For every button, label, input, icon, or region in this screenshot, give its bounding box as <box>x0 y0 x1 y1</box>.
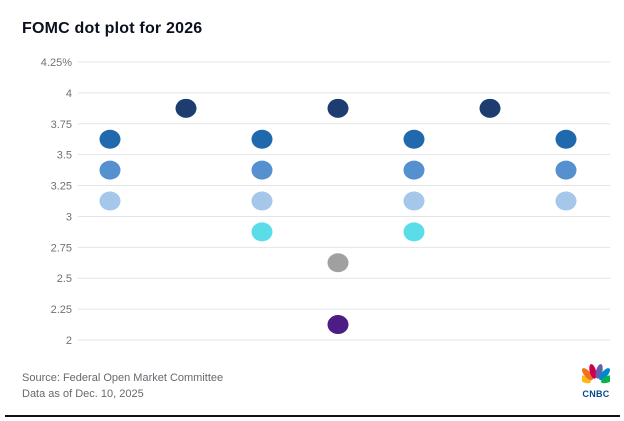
projection-dot <box>99 129 121 149</box>
projection-dot <box>99 191 121 211</box>
bottom-divider <box>5 415 620 417</box>
data-date-line: Data as of Dec. 10, 2025 <box>22 388 144 400</box>
projection-dot <box>403 191 425 211</box>
page-title: FOMC dot plot for 2026 <box>22 20 203 37</box>
projection-dot <box>403 160 425 180</box>
projection-dot <box>403 129 425 149</box>
peacock-feather <box>589 364 597 379</box>
y-tick-label: 4 <box>66 88 72 100</box>
cnbc-logo: CNBC <box>576 363 616 399</box>
y-tick-label: 3.5 <box>57 150 72 162</box>
projection-dot <box>327 253 349 273</box>
y-tick-label: 2.75 <box>51 242 72 254</box>
projection-dot <box>175 98 197 118</box>
y-tick-label: 2 <box>66 335 72 347</box>
source-line: Source: Federal Open Market Committee <box>22 372 224 384</box>
projection-dot <box>403 222 425 242</box>
peacock-feather <box>581 368 593 381</box>
y-tick-label: 3.25 <box>51 181 72 193</box>
projection-dot <box>251 191 273 211</box>
projection-dot <box>251 222 273 242</box>
peacock-icon <box>576 364 616 384</box>
projection-dot <box>99 160 121 180</box>
projection-dot <box>327 315 349 335</box>
y-tick-label: 2.5 <box>57 273 72 285</box>
projection-dot <box>555 160 577 180</box>
y-tick-label: 3 <box>66 211 72 223</box>
projection-dot <box>555 129 577 149</box>
projection-dot <box>251 129 273 149</box>
peacock-feather <box>599 368 611 381</box>
projection-dot <box>555 191 577 211</box>
source-note: Source: Federal Open Market Committee Da… <box>22 370 223 402</box>
y-tick-label: 4.25% <box>41 57 72 69</box>
projection-dot <box>327 98 349 118</box>
cnbc-wordmark: CNBC <box>582 389 610 399</box>
y-tick-label: 3.75 <box>51 119 72 131</box>
y-tick-label: 2.25 <box>51 304 72 316</box>
projection-dot <box>251 160 273 180</box>
projection-dot <box>479 98 501 118</box>
